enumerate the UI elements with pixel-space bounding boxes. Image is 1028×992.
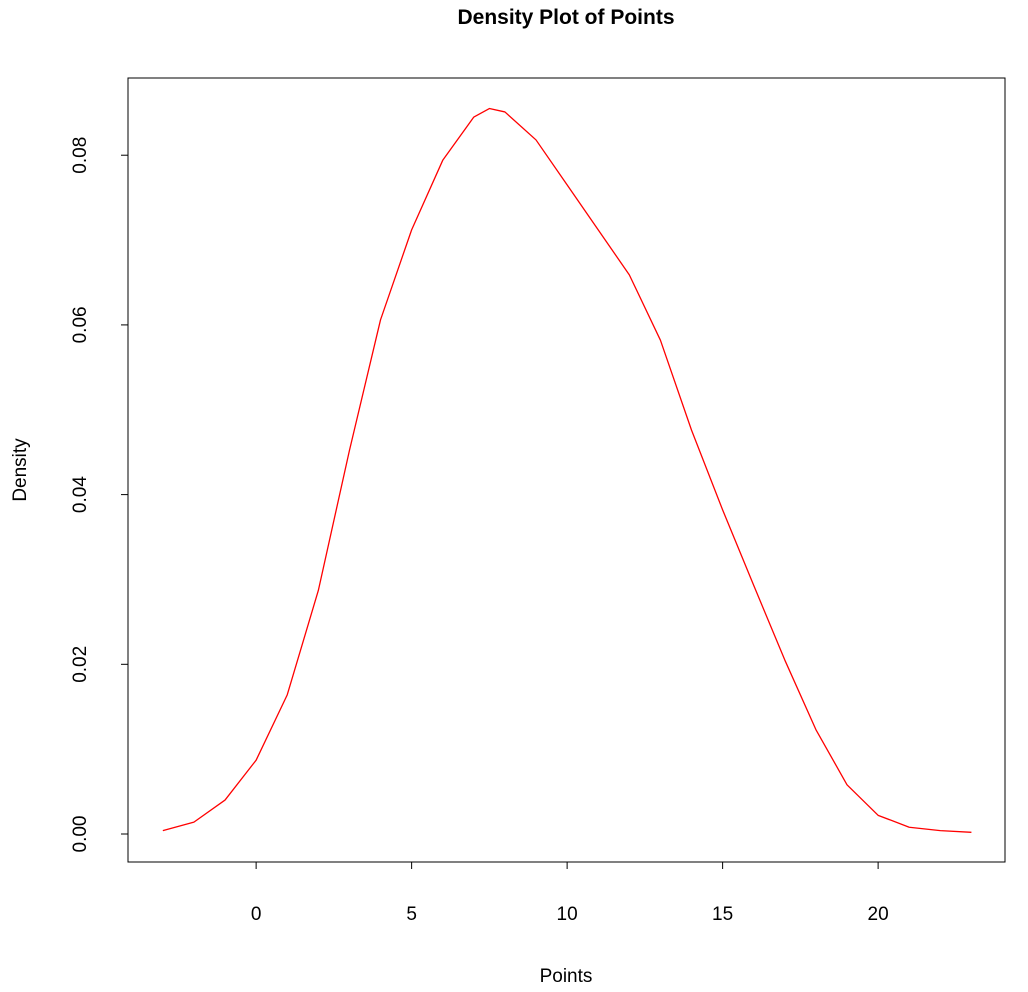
x-tick-label: 10 (557, 904, 578, 925)
density-line (162, 107, 972, 833)
x-tick-label: 5 (406, 904, 417, 925)
plot-box (127, 77, 1006, 863)
x-tick-label: 20 (868, 904, 889, 925)
y-tick-label: 0.06 (70, 306, 91, 343)
y-tick-label: 0.02 (70, 646, 91, 683)
x-tick-label: 15 (712, 904, 733, 925)
y-tick-label: 0.00 (70, 816, 91, 853)
y-tick-label: 0.08 (70, 137, 91, 174)
y-tick-label: 0.04 (70, 476, 91, 513)
x-axis-title: Points (540, 966, 593, 987)
x-tick-label: 0 (251, 904, 262, 925)
y-axis-title: Density (10, 438, 31, 502)
chart-title: Density Plot of Points (457, 6, 674, 29)
